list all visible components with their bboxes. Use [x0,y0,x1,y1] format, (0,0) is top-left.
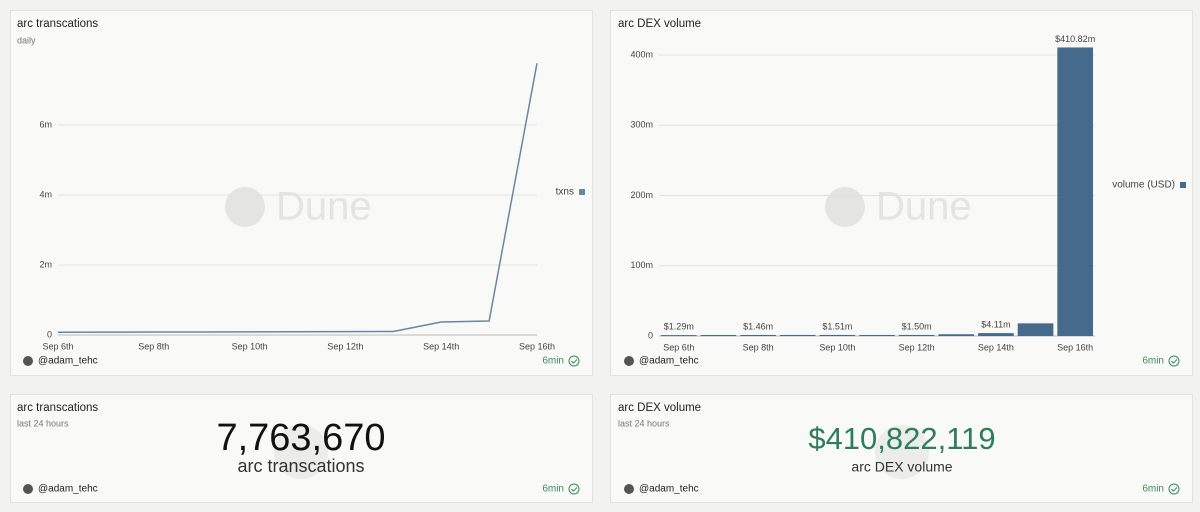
panel-subtitle: last 24 hours [17,418,69,428]
line [57,63,538,333]
x-tick-label: Sep 10th [819,342,855,352]
status-check [571,359,578,364]
counter-label: arc transcations [237,456,364,476]
value-label: $1.51m [822,321,852,331]
legend-label: txns [556,187,574,198]
bar [938,334,975,336]
panel [10,10,593,376]
value-label: $1.50m [902,321,932,331]
watermark: Dune [276,185,372,229]
legend-swatch [1180,182,1186,188]
status-icon [1168,483,1180,495]
bar [859,334,895,336]
x-tick-label: Sep 8th [743,342,774,352]
y-tick-label: 4m [39,189,52,199]
y-tick-label: 0 [648,330,653,340]
y-tick-label: 300m [630,120,653,130]
status-icon [1168,355,1180,367]
x-tick-label: Sep 16th [1057,342,1093,352]
y-tick-label: 200m [630,190,653,200]
counter-label: arc DEX volume [851,459,952,475]
age: 6min [1142,484,1164,495]
x-tick-label: Sep 16th [519,341,555,351]
value-label: $1.29m [664,321,694,331]
age: 6min [542,356,564,367]
panel-title: arc DEX volume [618,18,701,30]
counter-value: $410,822,119 [808,421,995,456]
value-label: $410.82m [1055,34,1095,44]
x-tick-label: Sep 12th [899,342,935,352]
panel-title: arc transcations [17,402,98,414]
bar [978,333,1014,336]
x-tick-label: Sep 14th [423,341,459,351]
x-tick-label: Sep 12th [327,341,363,351]
bar [898,334,935,336]
bar [700,335,737,337]
age: 6min [542,484,564,495]
x-tick-label: Sep 14th [978,342,1014,352]
value-label: $4.11m [981,319,1010,329]
bar [1057,47,1094,336]
bar [819,334,856,336]
avatar [624,356,634,366]
bar [740,334,776,336]
watermark-logo [274,425,328,479]
panel-subtitle: last 24 hours [618,418,670,428]
y-tick-label: 0 [47,329,52,339]
status-check [1171,487,1178,492]
y-tick-label: 2m [39,259,52,269]
x-tick-label: Sep 6th [42,341,73,351]
avatar [23,356,33,366]
status-icon [568,483,580,495]
age: 6min [1142,356,1164,367]
panel [610,10,1193,376]
author: @adam_tehc [38,356,98,367]
panel-subtitle: daily [17,35,36,45]
author: @adam_tehc [38,484,98,495]
x-tick-label: Sep 10th [232,341,268,351]
watermark-logo [825,187,865,227]
status-icon [568,355,580,367]
panel-title: arc transcations [17,18,98,30]
y-tick-label: 6m [39,119,52,129]
avatar [624,484,634,494]
watermark: Dune [876,185,972,229]
avatar [23,484,33,494]
counter-value: 7,763,670 [216,417,385,459]
x-tick-label: Sep 8th [138,341,169,351]
watermark-logo [875,425,929,479]
value-label: $1.46m [743,321,773,331]
legend-label: volume (USD) [1112,180,1175,191]
panel-title: arc DEX volume [618,402,701,414]
x-tick-label: Sep 6th [663,342,694,352]
author: @adam_tehc [639,484,699,495]
bar [1017,323,1054,336]
bar [779,334,816,336]
watermark-logo [225,187,265,227]
y-tick-label: 400m [630,49,653,59]
author: @adam_tehc [639,356,699,367]
y-tick-label: 100m [630,260,653,270]
status-check [1171,359,1178,364]
legend-swatch [579,189,585,195]
bar [660,335,697,337]
status-check [571,487,578,492]
